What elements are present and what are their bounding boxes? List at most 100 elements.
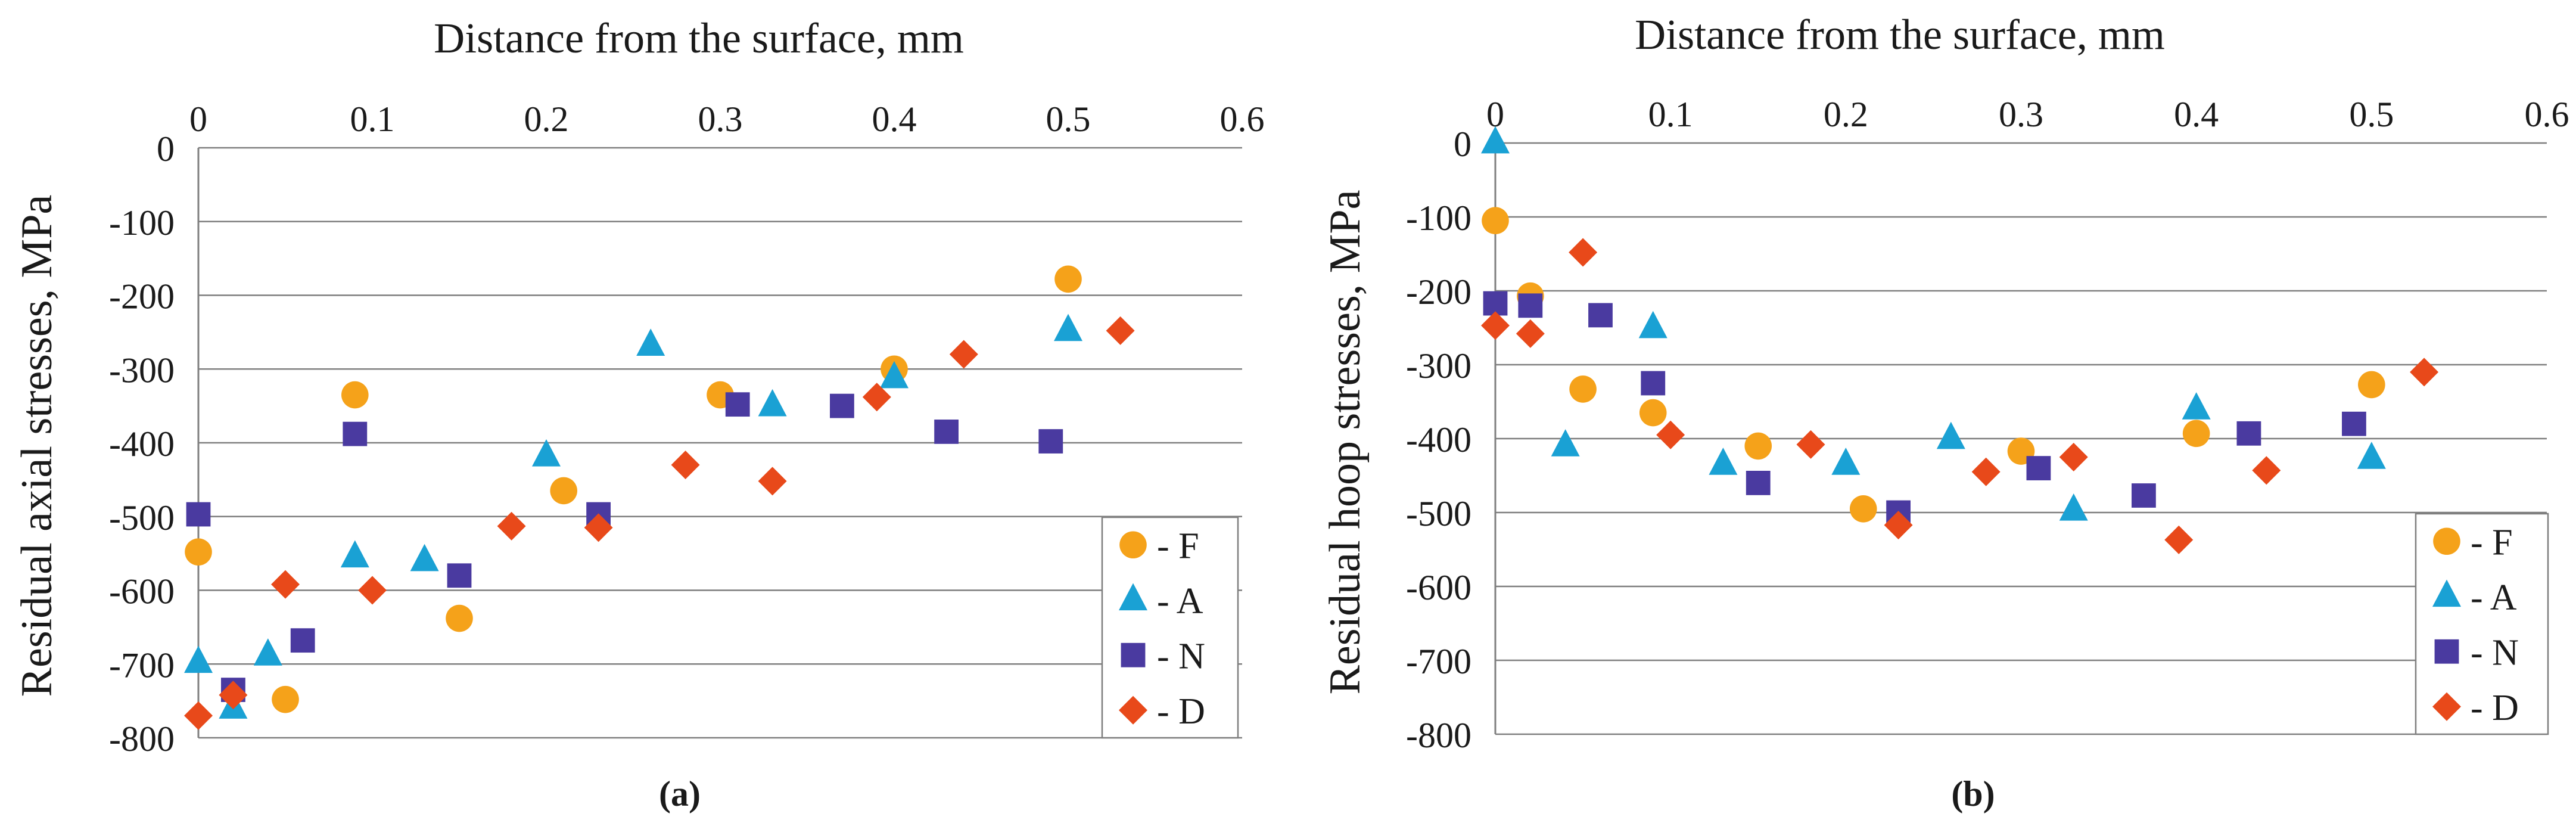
x-tick-label: 0.4 <box>2174 95 2219 134</box>
chart-a-tick-labels: 0 -100 -200 -300 -400 -500 -600 -700 -800 0 0.1 0.2… <box>109 100 1264 759</box>
data-point-f <box>1054 265 1082 293</box>
y-tick-label: -200 <box>1406 272 1471 312</box>
legend-marker-f <box>1119 531 1147 559</box>
data-point-d <box>1516 319 1545 348</box>
data-point-f <box>1639 399 1667 427</box>
chart-panel-a: Distance from the surface, mm Residual a… <box>13 14 1265 813</box>
data-point-d <box>1884 511 1913 540</box>
chart-panel-b: Distance from the surface, mm Residual h… <box>1321 11 2569 813</box>
data-point-f <box>2358 371 2385 399</box>
data-point-a <box>758 389 787 417</box>
x-tick-label: 0.5 <box>2349 95 2394 134</box>
legend-label-f: - F <box>2471 522 2513 563</box>
data-point-n <box>1518 293 1543 318</box>
data-point-d <box>1796 430 1825 459</box>
data-point-a <box>532 439 561 467</box>
y-tick-label: -800 <box>109 719 175 759</box>
data-point-n <box>447 563 472 588</box>
data-point-d <box>949 340 978 369</box>
x-tick-label: 0.4 <box>872 100 917 139</box>
data-point-d <box>1569 238 1598 267</box>
data-point-f <box>2182 420 2210 448</box>
data-point-f <box>341 381 369 409</box>
y-tick-label: -400 <box>1406 420 1471 459</box>
chart-b-ylabel: Residual hoop stresses, MPa <box>1321 190 1370 695</box>
y-tick-label: -600 <box>1406 568 1471 607</box>
data-point-f <box>272 685 299 713</box>
data-point-d <box>1481 311 1510 340</box>
data-point-n <box>1641 371 1666 396</box>
x-tick-label: 0.6 <box>1220 100 1265 139</box>
data-point-d <box>1971 457 2001 486</box>
data-point-a <box>2182 392 2211 420</box>
legend-marker-a <box>1119 583 1147 611</box>
y-tick-label: -200 <box>109 277 175 316</box>
data-point-n <box>2026 456 2051 480</box>
y-tick-label: -500 <box>109 498 175 538</box>
data-point-n <box>1038 429 1063 454</box>
data-point-d <box>1656 420 1685 449</box>
chart-a-marks <box>184 265 1135 730</box>
data-point-d <box>497 511 526 541</box>
data-point-n <box>934 420 959 444</box>
data-point-f <box>185 538 212 566</box>
data-point-d <box>1106 316 1135 345</box>
legend-label-n: - N <box>2471 632 2519 673</box>
data-point-d <box>358 576 387 605</box>
legend-marker-f <box>2433 527 2460 555</box>
legend-label-a: - A <box>1157 581 1203 622</box>
legend-marker-n <box>2434 639 2459 664</box>
y-tick-label: -300 <box>109 350 175 390</box>
data-point-d <box>758 467 787 496</box>
x-tick-label: 0.6 <box>2525 95 2569 134</box>
data-point-a <box>1054 313 1082 341</box>
y-tick-label: -100 <box>109 203 175 243</box>
y-tick-label: -100 <box>1406 198 1471 238</box>
legend-label-a: - A <box>2471 577 2517 618</box>
x-tick-label: 0.2 <box>524 100 569 139</box>
data-point-n <box>343 421 368 446</box>
data-point-n <box>2236 421 2261 446</box>
data-point-a <box>340 540 369 568</box>
legend-label-d: - D <box>1157 691 1205 732</box>
legend-label-f: - F <box>1157 526 1199 566</box>
data-point-d <box>219 681 248 710</box>
chart-b-grid <box>1494 142 2547 735</box>
y-tick-label: 0 <box>157 129 175 169</box>
data-point-a <box>1936 421 1965 449</box>
y-tick-label: -700 <box>1406 642 1471 681</box>
chart-b-panel-label: (b) <box>1951 774 1995 813</box>
data-point-a <box>2059 493 2088 521</box>
data-point-a <box>1831 448 1861 475</box>
x-tick-label: 0 <box>189 100 207 139</box>
data-point-a <box>184 645 213 673</box>
data-point-f <box>1744 432 1772 460</box>
data-point-n <box>1588 303 1613 328</box>
data-point-d <box>862 383 891 412</box>
legend-label-d: - D <box>2471 688 2519 728</box>
data-point-f <box>1569 375 1597 403</box>
chart-b-xlabel: Distance from the surface, mm <box>1635 11 2165 58</box>
data-point-a <box>1709 448 1738 475</box>
data-point-d <box>184 701 213 730</box>
chart-b-marks <box>1481 126 2439 554</box>
data-point-a <box>1551 429 1580 456</box>
data-point-n <box>1746 471 1771 495</box>
data-point-n <box>290 628 315 653</box>
data-point-a <box>636 328 665 356</box>
data-point-a <box>1638 310 1667 338</box>
data-point-d <box>271 570 300 599</box>
legend-marker-d <box>1119 695 1147 725</box>
chart-a-panel-label: (a) <box>659 774 701 813</box>
data-point-f <box>1482 207 1509 235</box>
chart-a-xlabel: Distance from the surface, mm <box>434 14 964 62</box>
data-point-d <box>584 513 613 542</box>
x-tick-label: 0.3 <box>698 100 743 139</box>
legend-marker-a <box>2432 579 2461 607</box>
data-point-a <box>2357 442 2386 469</box>
legend-marker-d <box>2432 692 2461 721</box>
data-point-n <box>830 393 854 418</box>
y-tick-label: -400 <box>109 424 175 464</box>
